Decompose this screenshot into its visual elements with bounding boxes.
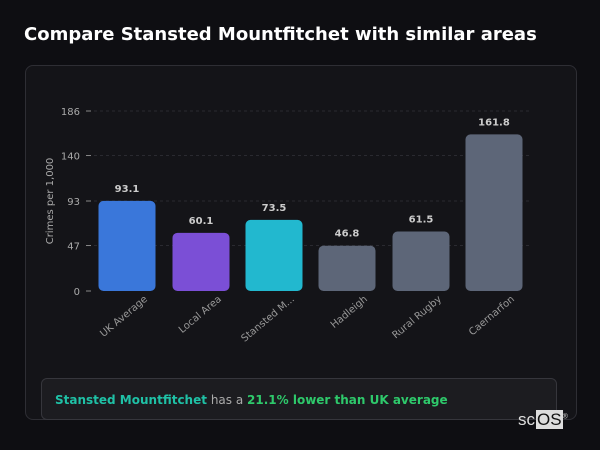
summary-comparison: 21.1% lower than UK average: [247, 393, 448, 407]
summary-area: Stansted Mountfitchet: [55, 393, 207, 407]
page-title: Compare Stansted Mountfitchet with simil…: [24, 24, 537, 45]
summary-connector: has a: [210, 393, 244, 407]
logo: sc OS®: [517, 410, 568, 430]
x-tick-label: Stansted M...: [240, 294, 297, 345]
y-tick-label: 140: [61, 152, 80, 163]
y-tick-label: 93: [67, 197, 80, 208]
summary-box: Stansted Mountfitchet has a 21.1% lower …: [41, 378, 557, 420]
x-tick-label: Caernarfon: [467, 294, 517, 338]
x-tick-label: Local Area: [177, 294, 224, 336]
y-tick-label: 47: [67, 242, 80, 253]
bar: [98, 200, 156, 291]
bar: [245, 219, 303, 291]
x-tick-label: UK Average: [98, 294, 150, 340]
bar: [392, 231, 450, 291]
logo-mark: ®: [562, 413, 568, 421]
data-label: 161.8: [478, 117, 510, 128]
bar: [318, 245, 376, 291]
data-label: 73.5: [262, 203, 287, 214]
logo-prefix: sc: [518, 410, 535, 429]
x-tick-label: Rural Rugby: [391, 294, 444, 341]
y-axis-label: Crimes per 1,000: [45, 158, 56, 245]
y-tick-label: 186: [61, 107, 80, 118]
bar: [465, 134, 523, 291]
data-label: 46.8: [335, 229, 360, 240]
x-tick-label: Hadleigh: [329, 294, 370, 331]
bar: [172, 232, 230, 291]
data-label: 60.1: [189, 216, 214, 227]
data-label: 61.5: [409, 214, 434, 225]
y-tick-label: 0: [74, 287, 80, 298]
logo-boxed: OS: [536, 410, 563, 429]
data-label: 93.1: [115, 184, 140, 195]
